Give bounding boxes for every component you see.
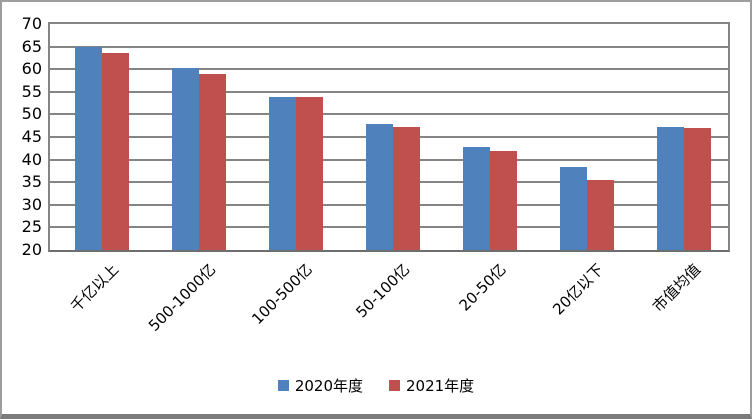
y-tick-label: 70 — [21, 14, 42, 33]
legend-swatch-icon — [277, 380, 289, 391]
gridline — [50, 90, 728, 93]
legend-item-0: 2020年度 — [277, 375, 363, 396]
x-category-label: 100-500亿 — [248, 260, 317, 329]
bar-s1-c2 — [296, 97, 324, 250]
y-tick-label: 55 — [21, 81, 42, 101]
x-category-label: 市值均值 — [648, 260, 704, 316]
y-tick-label: 60 — [21, 59, 42, 79]
bar-s1-c3 — [393, 126, 420, 250]
y-tick-label: 45 — [21, 127, 42, 146]
gridline — [50, 45, 728, 48]
legend-swatch-icon — [389, 380, 400, 391]
y-tick-label: 20 — [21, 240, 42, 259]
y-tick-label: 50 — [21, 104, 42, 124]
bar-s0-c4 — [462, 147, 490, 250]
gridline — [50, 68, 728, 71]
y-tick-label: 65 — [21, 36, 42, 56]
bar-s0-c5 — [559, 167, 587, 250]
legend-item-1: 2021年度 — [389, 375, 474, 396]
y-tick-label: 25 — [21, 217, 42, 237]
bar-s1-c6 — [683, 127, 711, 250]
bar-s1-c1 — [199, 74, 227, 250]
bar-s1-c5 — [586, 179, 614, 250]
plot-area — [48, 22, 730, 252]
legend-label: 2020年度 — [294, 377, 363, 395]
bar-s1-c4 — [489, 150, 517, 250]
y-tick-label: 35 — [21, 172, 42, 192]
bar-s0-c2 — [269, 97, 297, 250]
x-category-label: 500-1000亿 — [145, 260, 220, 335]
legend-label: 2021年度 — [406, 377, 475, 395]
bar-s0-c3 — [366, 123, 393, 250]
y-tick-label: 30 — [21, 194, 42, 214]
y-tick-label: 40 — [21, 149, 42, 169]
gridline — [50, 113, 728, 116]
bar-s0-c1 — [172, 68, 200, 250]
x-category-label: 千亿以上 — [67, 260, 123, 316]
x-category-label: 20亿以下 — [548, 260, 607, 319]
bar-s0-c6 — [656, 126, 684, 250]
x-category-label: 50-100亿 — [352, 260, 414, 322]
x-category-label: 20-50亿 — [455, 260, 511, 315]
legend: 2020年度 2021年度 — [2, 375, 750, 396]
bar-s1-c0 — [102, 52, 130, 250]
bar-s0-c0 — [75, 46, 103, 250]
